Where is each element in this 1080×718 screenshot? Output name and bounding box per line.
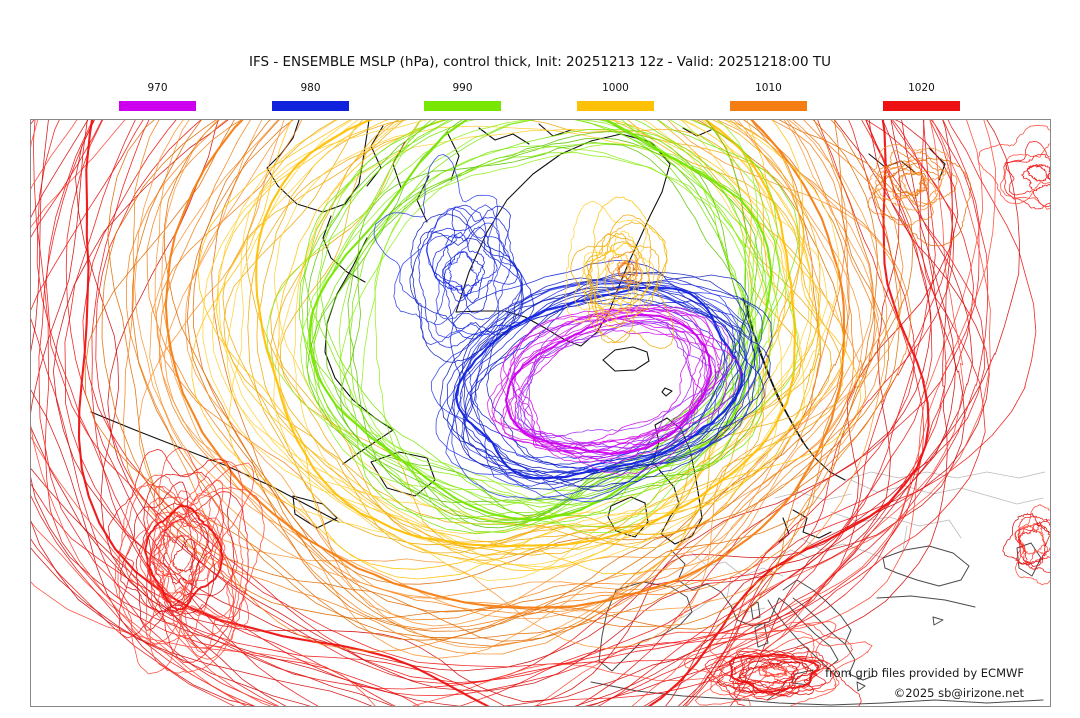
attribution: from grib files provided by ECMWF ©2025 …	[825, 664, 1024, 703]
legend-swatch	[424, 101, 501, 111]
legend-label: 1010	[755, 82, 782, 94]
attribution-source: from grib files provided by ECMWF	[825, 666, 1024, 680]
contour-rings	[31, 120, 1037, 706]
chart-title: IFS - ENSEMBLE MSLP (hPa), control thick…	[248, 54, 832, 70]
contour-map-canvas	[31, 120, 1050, 706]
legend-label: 980	[300, 82, 321, 94]
legend-swatch	[577, 101, 654, 111]
contour-clusters	[107, 125, 1050, 706]
legend-label: 1000	[602, 82, 629, 94]
legend-swatch	[883, 101, 960, 111]
attribution-copyright: ©2025 sb@irizone.net	[893, 685, 1024, 700]
legend-label: 990	[452, 82, 473, 94]
legend-label: 970	[147, 82, 168, 94]
legend-swatch	[730, 101, 807, 111]
pressure-contour-map	[30, 119, 1051, 707]
legend-swatch	[272, 101, 349, 111]
legend-label: 1020	[908, 82, 935, 94]
legend-swatch	[119, 101, 196, 111]
